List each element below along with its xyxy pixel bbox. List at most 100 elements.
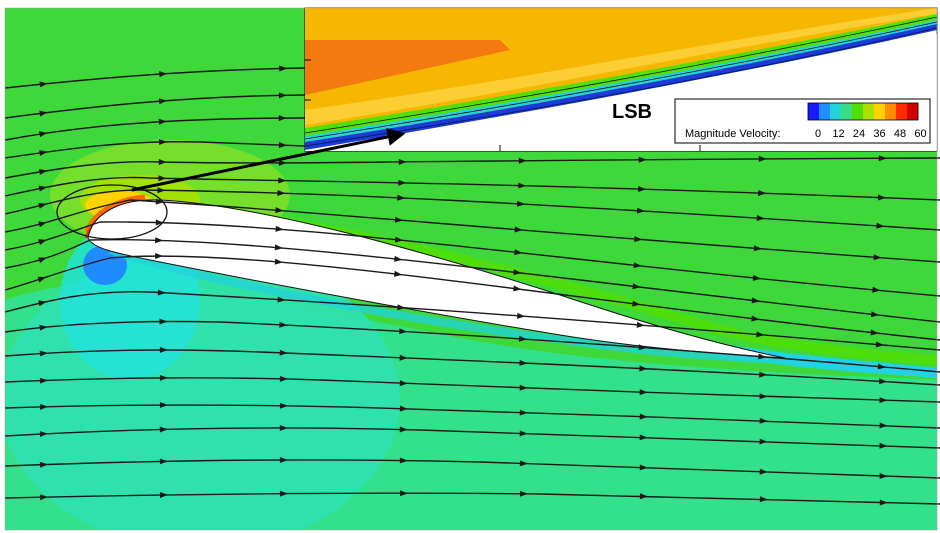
streamline-arrow <box>38 168 48 175</box>
streamline-arrow <box>38 185 48 192</box>
streamlines <box>4 65 940 506</box>
zoom-arrow <box>131 128 406 192</box>
streamline-arrow <box>758 353 767 360</box>
streamline-arrow <box>638 186 647 193</box>
streamline-arrow <box>399 457 408 464</box>
streamline-arrow <box>873 254 882 261</box>
streamline-arrow <box>634 236 643 243</box>
streamline-arrow <box>877 194 887 201</box>
streamline-arrow <box>518 157 527 164</box>
streamline-arrow <box>517 200 526 207</box>
streamline-arrow <box>275 207 284 214</box>
streamline-arrow <box>399 490 408 497</box>
streamline <box>4 377 940 403</box>
legend-swatch <box>874 103 886 120</box>
streamline-arrow <box>37 276 47 283</box>
streamline-arrow <box>633 262 642 269</box>
streamline-arrow <box>157 289 166 296</box>
streamline-arrow <box>278 159 287 166</box>
legend-title: Magnitude Velocity: <box>685 128 780 140</box>
streamline-arrow <box>394 236 404 243</box>
streamline-arrow <box>759 438 768 445</box>
streamline-arrow <box>279 490 288 497</box>
streamline-arrow <box>39 131 48 138</box>
streamline-arrow <box>39 431 48 438</box>
streamline-arrow <box>274 244 283 251</box>
streamline-arrow <box>39 324 48 331</box>
legend-swatch <box>885 103 897 120</box>
streamline-arrow <box>278 141 287 148</box>
streamline-arrow <box>639 389 648 396</box>
streamline-arrow <box>518 182 527 189</box>
streamline-arrow <box>753 245 763 252</box>
streamline-arrow <box>155 219 164 226</box>
streamline-arrow <box>399 426 408 433</box>
streamline-arrow <box>38 300 47 307</box>
inset-zoom-panel <box>304 7 938 152</box>
streamline-arrow <box>877 363 886 370</box>
streamline-arrow <box>878 155 887 162</box>
streamline-arrow <box>879 422 888 429</box>
streamline-arrow <box>277 296 286 303</box>
streamline-arrow <box>639 464 648 471</box>
streamline-arrow <box>39 149 48 156</box>
inset-ticks <box>305 59 701 151</box>
streamline-arrow <box>879 472 888 479</box>
legend-tick-label: 48 <box>894 128 906 140</box>
streamline-arrow <box>759 393 768 400</box>
streamline-arrow <box>751 297 760 304</box>
inset-green-band <box>305 14 937 136</box>
streamline-arrow <box>159 492 168 499</box>
streamline-arrow <box>274 258 283 265</box>
streamline-arrow <box>398 158 407 165</box>
streamline-arrow <box>398 179 407 186</box>
streamline <box>4 427 940 449</box>
streamline-arrow <box>758 190 767 197</box>
legend-tick-label: 36 <box>873 128 885 140</box>
streamline-arrow <box>159 458 168 465</box>
streamline-arrow <box>279 321 288 328</box>
streamline-arrow <box>38 239 47 246</box>
streamline-arrow <box>519 359 528 366</box>
streamline <box>4 67 306 89</box>
streamline-arrow <box>639 413 648 420</box>
streamline-arrow <box>38 202 47 209</box>
lsb-label: LSB <box>612 101 652 123</box>
streamline-arrow <box>158 175 167 182</box>
streamline-arrow <box>516 312 526 319</box>
streamline-arrow <box>159 402 168 409</box>
streamline-arrow <box>397 304 406 311</box>
legend-swatch <box>863 103 875 120</box>
streamline-arrow <box>514 249 523 256</box>
streamline-arrow <box>756 215 765 222</box>
streamline-arrow <box>870 329 879 336</box>
streamline-arrow <box>279 349 288 356</box>
legend-swatch <box>896 103 908 120</box>
streamline-arrow <box>38 257 47 264</box>
streamline-arrow <box>399 328 408 335</box>
streamline-arrow <box>632 283 641 290</box>
streamline <box>4 291 940 351</box>
legend-tick-label: 0 <box>815 128 821 140</box>
streamline-arrow <box>159 318 168 325</box>
streamline-arrow <box>879 442 888 449</box>
streamline-arrow <box>399 405 408 412</box>
streamline-arrow <box>756 331 765 338</box>
streamline-arrow <box>519 384 528 391</box>
streamline-arrow <box>518 335 528 342</box>
legend-swatch <box>852 103 864 120</box>
streamline <box>4 117 306 141</box>
streamline <box>4 320 940 373</box>
streamline-arrow <box>275 225 284 232</box>
streamline-arrow <box>879 397 888 404</box>
streamline-arrow <box>513 269 522 276</box>
streamline-arrow <box>639 434 648 441</box>
streamline-arrow <box>39 110 48 117</box>
legend-color-bar <box>807 102 919 121</box>
streamline <box>4 199 940 263</box>
inset-peak-region <box>305 40 510 95</box>
color-legend: Magnitude Velocity: 0 12 24 36 48 60 <box>674 98 931 144</box>
streamline-arrow <box>279 456 288 463</box>
